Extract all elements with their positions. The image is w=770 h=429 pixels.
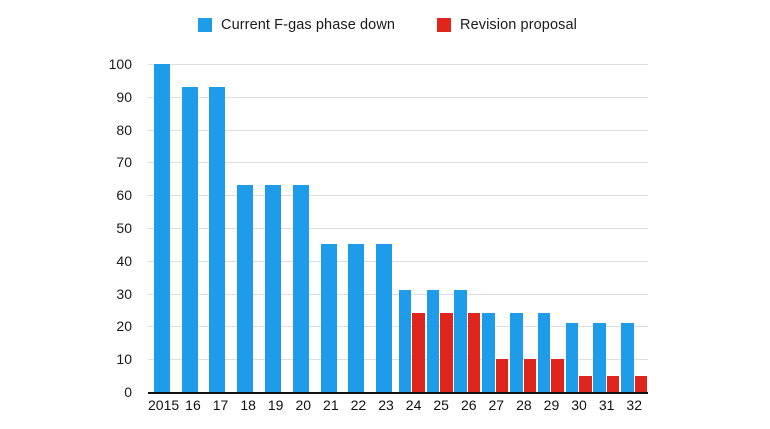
y-tick-label-10: 10: [116, 351, 132, 368]
bar-group-21: [315, 64, 343, 392]
legend-item-revision-proposal: Revision proposal: [437, 16, 577, 34]
y-tick-label-70: 70: [116, 154, 132, 171]
bar-current-27: [482, 313, 495, 392]
bar-current-21: [320, 244, 337, 392]
bar-group-30: [565, 64, 593, 392]
bar-current-16: [181, 86, 198, 392]
gridline-80: [148, 129, 648, 131]
x-tick-label-22: 22: [350, 397, 367, 413]
bar-group-27: [481, 64, 509, 392]
legend-swatch-red-icon: [437, 18, 451, 32]
bar-group-20: [287, 64, 315, 392]
gridline-60: [148, 195, 648, 197]
x-tick-label-18: 18: [240, 397, 256, 413]
legend-label-current-phase-down: Current F-gas phase down: [221, 17, 396, 33]
bar-proposal-29: [551, 359, 564, 392]
gridline-50: [148, 228, 648, 229]
x-tick-label-27: 27: [488, 397, 505, 413]
x-tick-label-32: 32: [626, 397, 642, 413]
x-tick-label-30: 30: [571, 397, 587, 413]
bar-current-31: [593, 323, 606, 392]
y-tick-label-20: 20: [116, 318, 132, 335]
bar-group-16: [176, 64, 204, 392]
bar-current-19: [265, 185, 282, 392]
x-tick-label-28: 28: [516, 397, 532, 413]
x-tick-label-24: 24: [405, 397, 422, 413]
bar-current-17: [209, 86, 226, 392]
bar-group-26: [454, 64, 482, 392]
bar-proposal-27: [495, 359, 509, 392]
bar-proposal-25: [440, 313, 453, 392]
legend-label-revision-proposal: Revision proposal: [460, 17, 577, 33]
bar-group-23: [370, 64, 398, 392]
gridline-100: [148, 64, 648, 65]
gridline-20: [148, 326, 648, 328]
y-tick-label-50: 50: [116, 220, 132, 236]
bar-current-2015: [153, 64, 170, 392]
legend-item-current-phase-down: Current F-gas phase down: [198, 16, 395, 34]
bar-current-32: [621, 323, 634, 392]
bar-group-17: [204, 64, 232, 392]
bar-proposal-31: [606, 375, 620, 392]
bar-current-22: [348, 244, 365, 392]
y-tick-label-80: 80: [116, 121, 132, 138]
y-tick-label-90: 90: [116, 88, 132, 105]
x-axis-line: [148, 392, 648, 394]
bar-proposal-30: [579, 375, 592, 392]
x-axis-labels: 2015 16 17 18 19 20 21 22 23 24 25 26 27 28 29 30 31 32: [148, 398, 648, 413]
legend-swatch-blue-icon: [198, 18, 212, 32]
y-tick-label-100: 100: [108, 56, 132, 72]
bar-proposal-24: [412, 313, 425, 392]
x-tick-label-29: 29: [543, 397, 560, 413]
bar-current-30: [565, 323, 579, 392]
x-tick-label-2015: 2015: [148, 397, 180, 413]
x-tick-label-19: 19: [267, 397, 284, 413]
chart-legend: Current F-gas phase down Revision propos…: [0, 14, 770, 36]
x-tick-label-25: 25: [433, 397, 449, 413]
bar-proposal-28: [523, 359, 537, 392]
bar-current-20: [292, 185, 309, 392]
x-tick-label-21: 21: [323, 397, 339, 413]
x-tick-label-17: 17: [212, 397, 229, 413]
bar-group-28: [509, 64, 537, 392]
y-tick-label-30: 30: [116, 285, 132, 302]
bar-groups: [148, 64, 648, 392]
bar-current-24: [398, 290, 412, 392]
bar-current-29: [537, 313, 551, 392]
gridline-70: [148, 162, 648, 164]
bar-current-26: [454, 290, 467, 392]
y-axis-labels: 0 10 20 30 40 50 60 70 80 90 100: [96, 57, 140, 399]
bar-current-25: [426, 290, 440, 392]
bar-current-23: [376, 244, 393, 392]
bar-group-2015: [148, 64, 176, 392]
x-tick-label-31: 31: [598, 397, 615, 413]
x-tick-label-16: 16: [185, 397, 201, 413]
bar-group-31: [593, 64, 621, 392]
plot-area: [148, 64, 648, 394]
x-tick-label-23: 23: [378, 397, 394, 413]
y-tick-label-40: 40: [116, 252, 132, 269]
bar-group-32: [620, 64, 648, 392]
bar-current-28: [510, 313, 523, 392]
x-tick-label-26: 26: [460, 397, 477, 413]
gridline-40: [148, 260, 648, 262]
bar-group-19: [259, 64, 287, 392]
bar-group-29: [537, 64, 565, 392]
bar-current-18: [237, 185, 254, 392]
x-tick-label-20: 20: [295, 397, 312, 413]
bar-group-24: [398, 64, 426, 392]
gridline-90: [148, 96, 648, 98]
y-tick-label-0: 0: [124, 384, 132, 400]
gridline-10: [148, 359, 648, 361]
bar-proposal-32: [634, 375, 648, 392]
bar-group-22: [342, 64, 370, 392]
bar-proposal-26: [467, 313, 481, 392]
gridline-30: [148, 293, 648, 295]
bar-group-18: [231, 64, 259, 392]
bar-group-25: [426, 64, 454, 392]
y-tick-label-60: 60: [116, 187, 132, 204]
